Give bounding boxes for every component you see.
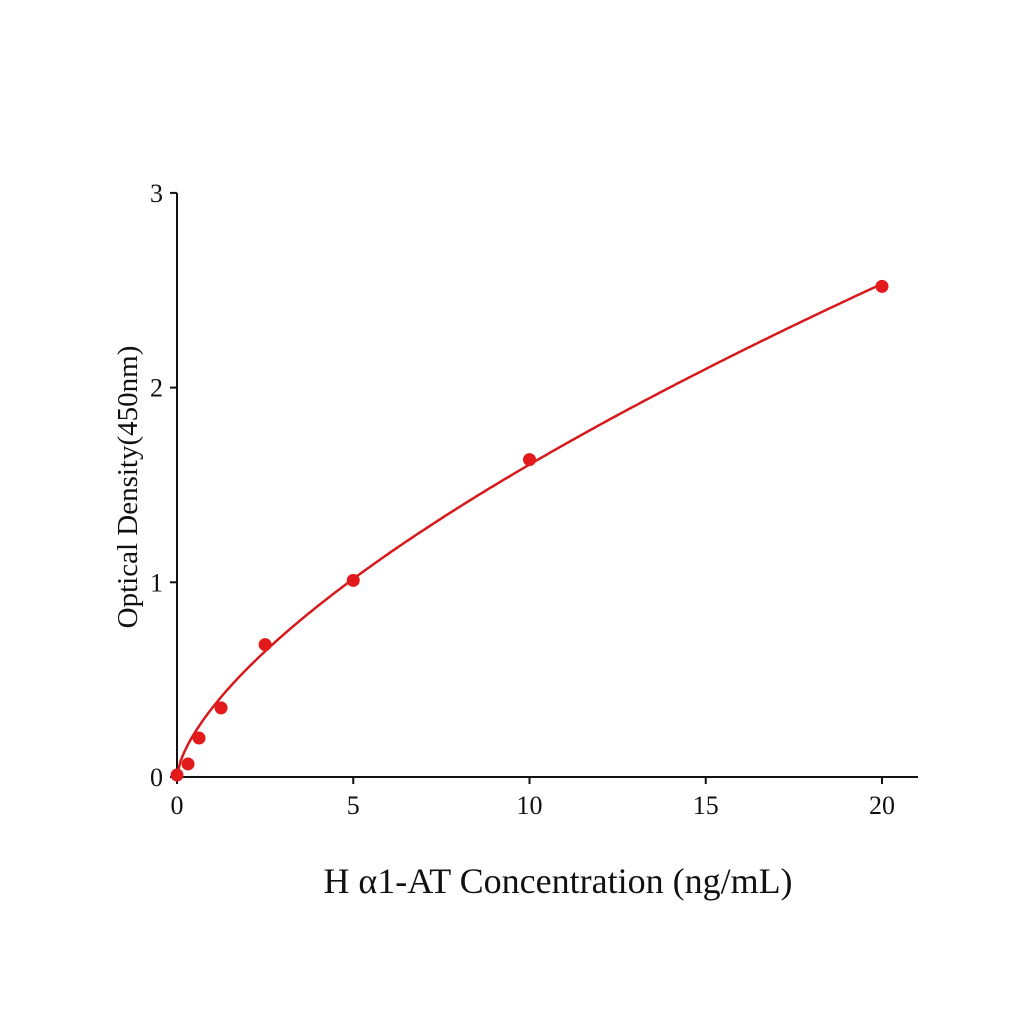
y-axis-label: Optical Density(450nm) (112, 346, 144, 629)
data-point (523, 453, 536, 467)
axes (176, 193, 918, 778)
y-tick-label: 2 (150, 374, 163, 403)
data-point (181, 757, 195, 771)
x-tick-label: 10 (517, 791, 543, 820)
data-point (170, 768, 184, 782)
x-axis-label: H α1-AT Concentration (ng/mL) (323, 861, 792, 901)
y-tick-label: 3 (150, 179, 163, 208)
x-tick-label: 15 (693, 791, 719, 820)
y-tick-label: 0 (150, 763, 163, 792)
data-point (875, 279, 889, 293)
x-tick-label: 0 (171, 791, 184, 820)
x-tick-label: 5 (347, 791, 360, 820)
y-tick-label: 1 (150, 568, 163, 597)
data-point (258, 638, 272, 652)
fit-curve (175, 282, 883, 777)
x-tick-label: 20 (869, 791, 895, 820)
data-point (346, 573, 360, 587)
data-point (214, 701, 228, 715)
data-point (192, 731, 206, 745)
